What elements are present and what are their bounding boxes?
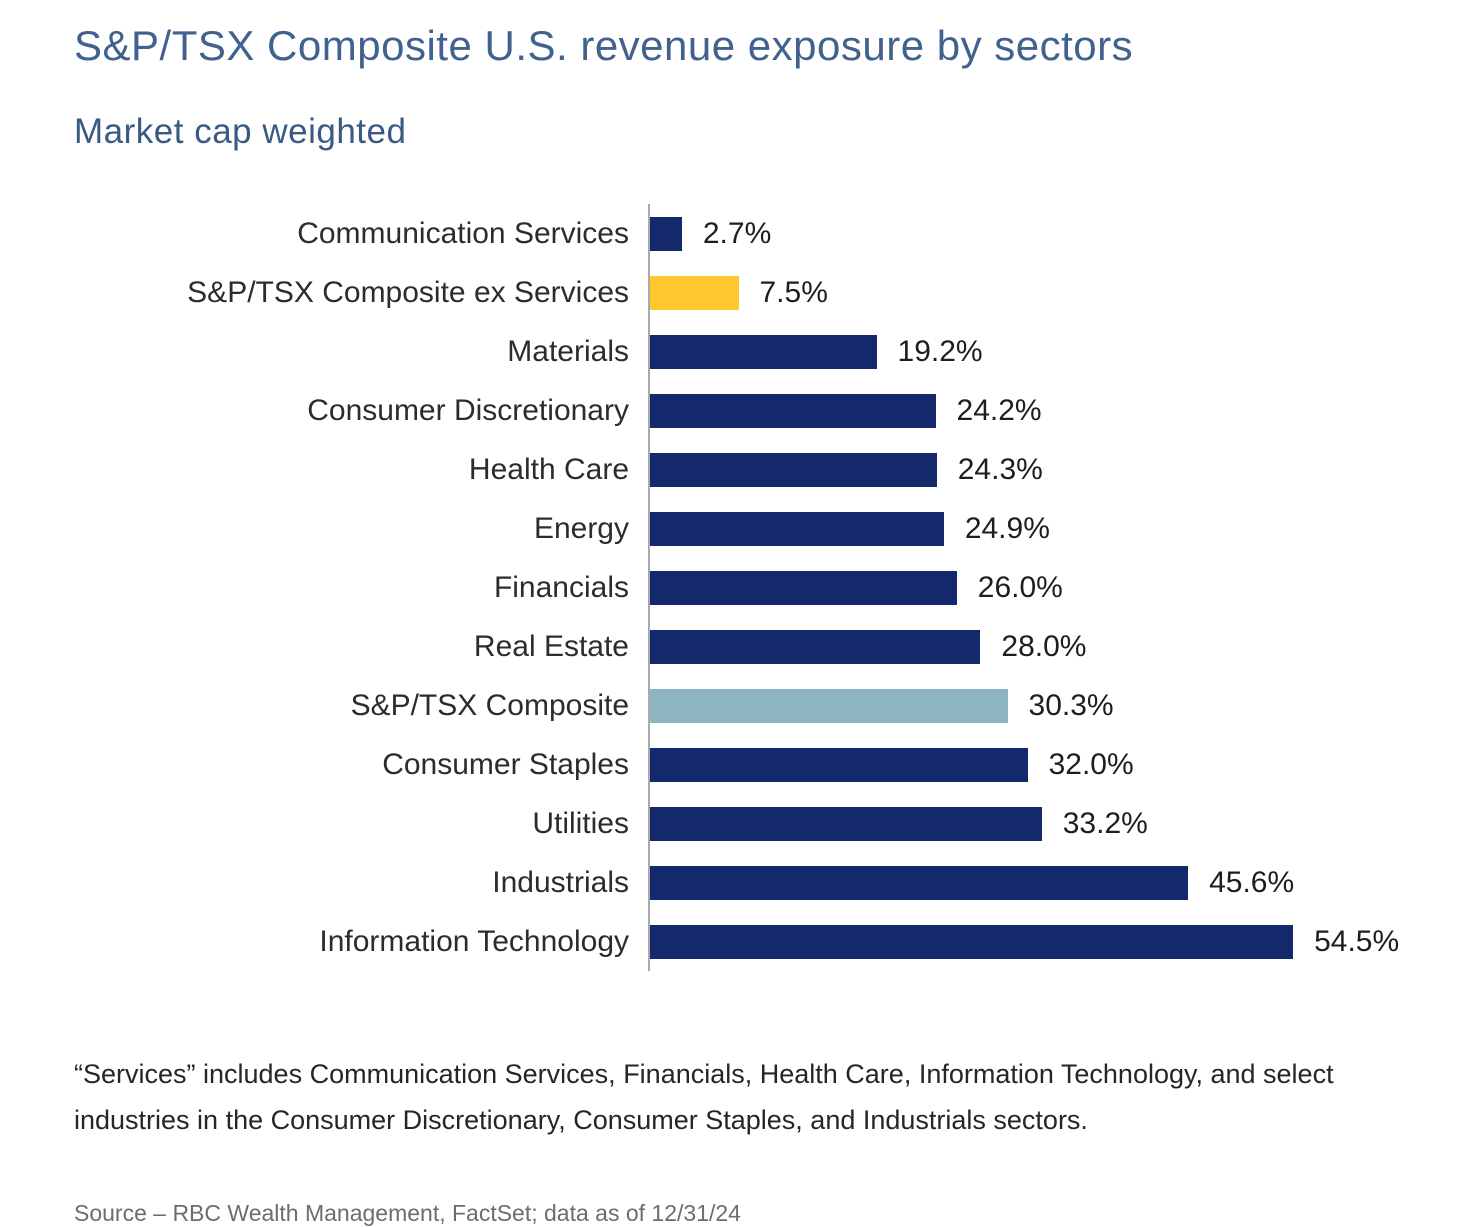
bar-track: 2.7%	[648, 204, 1438, 263]
bar-track: 30.3%	[648, 676, 1438, 735]
bar-value-label: 7.5%	[759, 275, 828, 309]
bar-track: 26.0%	[648, 558, 1438, 617]
bar-category-label: Industrials	[492, 865, 629, 899]
chart-subtitle: Market cap weighted	[74, 112, 407, 151]
bar	[650, 334, 877, 369]
chart-title: S&P/TSX Composite U.S. revenue exposure …	[74, 22, 1134, 69]
bar	[650, 511, 944, 546]
bar-value-label: 24.9%	[964, 511, 1050, 545]
bar-track: 32.0%	[648, 735, 1438, 794]
bar-category-label: Communication Services	[297, 216, 629, 250]
footnote-text: “Services” includes Communication Servic…	[74, 1059, 1334, 1136]
bar-value-label: 2.7%	[702, 216, 772, 250]
bar-row: Industrials 45.6%	[74, 853, 1438, 912]
bar-track: 19.2%	[648, 322, 1438, 381]
bar-category-label: Materials	[507, 334, 629, 368]
source-text: Source – RBC Wealth Management, FactSet;…	[74, 1199, 741, 1226]
bar-track: 24.9%	[648, 499, 1438, 558]
bar-value-label: 28.0%	[1001, 629, 1087, 663]
bar-value-label: 26.0%	[977, 570, 1063, 604]
bar-category-label: Real Estate	[473, 629, 629, 663]
bar-category-label: S&P/TSX Composite ex Services	[187, 275, 629, 309]
bar	[650, 629, 981, 664]
bar-row: Health Care 24.3%	[74, 440, 1438, 499]
bar-value-label: 24.3%	[957, 452, 1043, 486]
bar-track: 54.5%	[648, 912, 1438, 971]
bar-category-label: Consumer Staples	[382, 747, 629, 781]
bar-track: 24.2%	[648, 381, 1438, 440]
bar-category-label: Energy	[533, 511, 629, 545]
bar-track: 45.6%	[648, 853, 1438, 912]
bar	[650, 924, 1294, 959]
bar-category-label: Information Technology	[319, 924, 629, 958]
bar-row: Real Estate 28.0%	[74, 617, 1438, 676]
bar-track: 7.5%	[648, 263, 1438, 322]
bar	[650, 275, 739, 310]
bar-row: Information Technology 54.5%	[74, 912, 1438, 971]
bar	[650, 393, 936, 428]
bar	[650, 747, 1028, 782]
bar-value-label: 19.2%	[897, 334, 983, 368]
bar-row: Utilities 33.2%	[74, 794, 1438, 853]
bar-category-label: Financials	[493, 570, 629, 604]
bar-track: 28.0%	[648, 617, 1438, 676]
bar-rows: Communication Services 2.7% S&P/TSX Comp…	[74, 204, 1438, 971]
bar-row: Financials 26.0%	[74, 558, 1438, 617]
bar-category-label: Utilities	[532, 806, 629, 840]
bar-track: 33.2%	[648, 794, 1438, 853]
bar-row: Consumer Staples 32.0%	[74, 735, 1438, 794]
bar-category-label: Health Care	[468, 452, 629, 486]
bar	[650, 216, 682, 251]
bar	[650, 865, 1189, 900]
bar-row: Communication Services 2.7%	[74, 204, 1438, 263]
bar	[650, 806, 1042, 841]
bar-chart: Communication Services 2.7% S&P/TSX Comp…	[74, 204, 1438, 971]
bar-track: 24.3%	[648, 440, 1438, 499]
bar	[650, 688, 1008, 723]
bar-row: Consumer Discretionary 24.2%	[74, 381, 1438, 440]
bar-value-label: 30.3%	[1028, 688, 1114, 722]
bar	[650, 452, 937, 487]
bar-value-label: 45.6%	[1209, 865, 1295, 899]
bar-row: Energy 24.9%	[74, 499, 1438, 558]
bar	[650, 570, 957, 605]
bar-value-label: 33.2%	[1062, 806, 1148, 840]
bar-row: S&P/TSX Composite ex Services 7.5%	[74, 263, 1438, 322]
bar-row: S&P/TSX Composite 30.3%	[74, 676, 1438, 735]
bar-value-label: 24.2%	[956, 393, 1042, 427]
bar-category-label: Consumer Discretionary	[307, 393, 629, 427]
bar-category-label: S&P/TSX Composite	[350, 688, 629, 722]
bar-value-label: 54.5%	[1314, 924, 1400, 958]
bar-value-label: 32.0%	[1048, 747, 1134, 781]
bar-row: Materials 19.2%	[74, 322, 1438, 381]
